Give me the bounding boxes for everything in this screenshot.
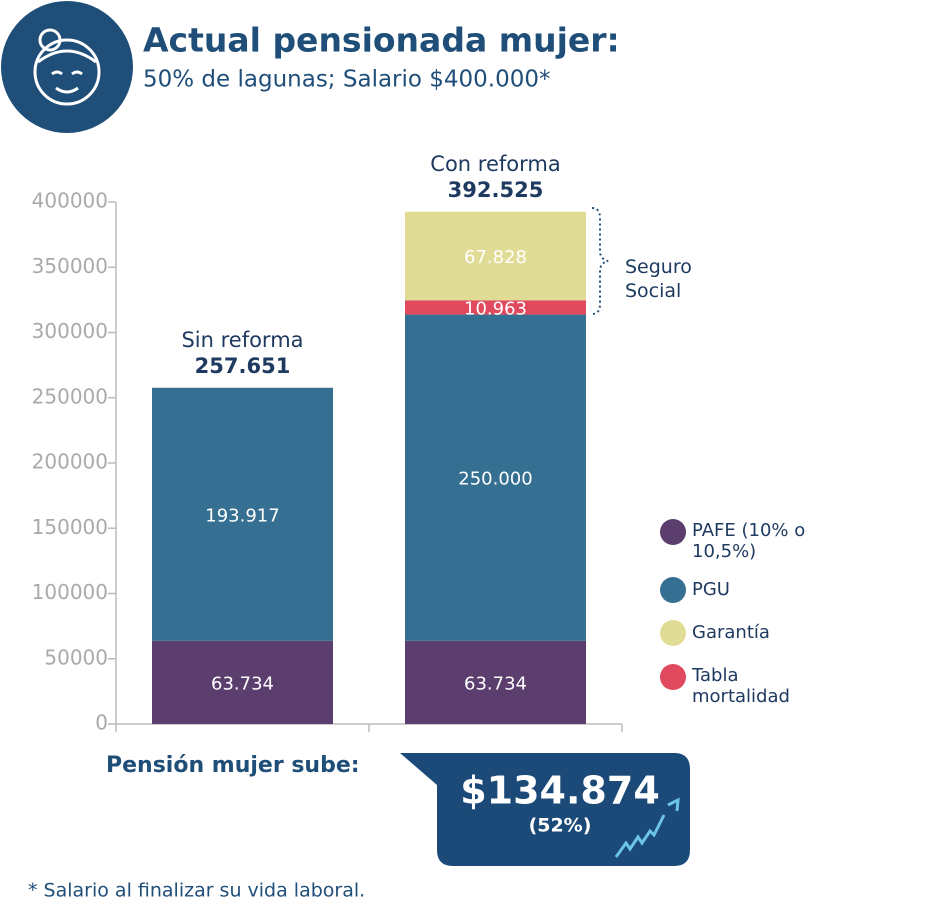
bar-segment xyxy=(152,640,333,724)
y-tick-label: 150000 xyxy=(32,515,108,539)
legend-label: Garantía xyxy=(692,622,770,643)
bar-segment xyxy=(405,300,586,315)
y-tick-label: 300000 xyxy=(32,319,108,343)
value-label: 67.828 xyxy=(464,247,527,268)
value-label: 63.734 xyxy=(464,673,527,694)
value-label: 193.917 xyxy=(205,505,279,526)
title: Actual pensionada mujer: xyxy=(143,21,620,60)
y-tick-label: 0 xyxy=(95,711,108,735)
category-label: Sin reforma xyxy=(181,328,303,352)
category-label: Con reforma xyxy=(430,152,560,176)
callout-percent: (52%) xyxy=(529,815,592,837)
value-label: 250.000 xyxy=(458,469,532,490)
y-tick-label: 100000 xyxy=(32,580,108,604)
total-label: 257.651 xyxy=(195,354,291,378)
y-tick-label: 400000 xyxy=(32,189,108,213)
value-label: 10.963 xyxy=(464,298,527,319)
legend-marker xyxy=(660,519,686,545)
bar-segment xyxy=(405,314,586,641)
legend-label: Tabla mortalidad xyxy=(692,665,790,707)
legend-marker xyxy=(660,664,686,690)
callout-label: Pensión mujer sube: xyxy=(106,753,360,778)
trend-icon xyxy=(614,797,680,858)
footnote: * Salario al finalizar su vida laboral. xyxy=(28,880,365,902)
bar-segment xyxy=(152,387,333,641)
legend-label: PAFE (10% o 10,5%) xyxy=(692,520,806,562)
callout-box xyxy=(400,753,690,866)
bracket xyxy=(591,207,609,315)
total-label: 392.525 xyxy=(448,178,544,202)
subtitle: 50% de lagunas; Salario $400.000* xyxy=(143,67,551,93)
bar-segment xyxy=(405,640,586,724)
legend-marker xyxy=(660,620,686,646)
bar-segment xyxy=(405,211,586,301)
annotation: Seguro Social xyxy=(625,256,692,302)
y-tick-label: 350000 xyxy=(32,254,108,278)
icon xyxy=(1,1,133,133)
callout-value: $134.874 xyxy=(460,769,660,813)
y-tick-label: 50000 xyxy=(44,645,108,669)
y-tick-label: 250000 xyxy=(32,384,108,408)
legend-marker xyxy=(660,577,686,603)
value-label: 63.734 xyxy=(211,673,274,694)
y-tick-label: 200000 xyxy=(32,450,108,474)
legend-label: PGU xyxy=(692,579,730,600)
